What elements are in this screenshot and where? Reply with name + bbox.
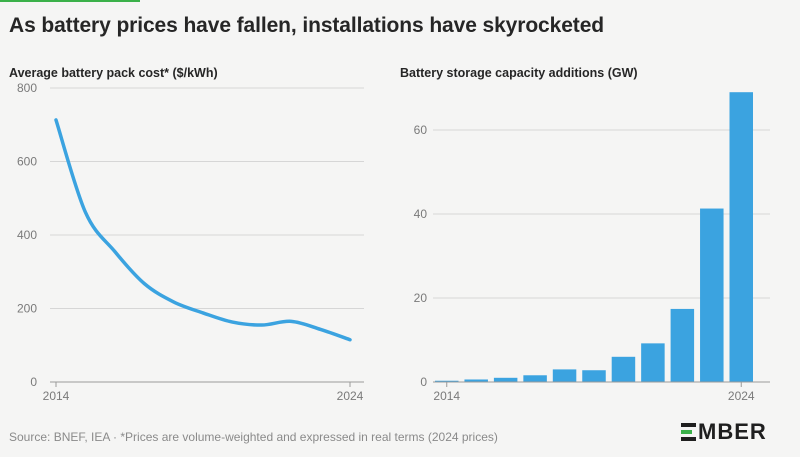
bar-2019 [582, 370, 606, 382]
y-tick-label: 40 [414, 207, 428, 221]
y-tick-label: 200 [17, 302, 37, 316]
bar-2023 [700, 208, 724, 382]
y-tick-label: 600 [17, 155, 37, 169]
battery-cost-line-chart: 0 200 400 600 800 2014 2024 [17, 81, 364, 403]
x-tick-label: 2014 [433, 389, 460, 403]
bar-chart-title: Battery storage capacity additions (GW) [400, 66, 638, 80]
bar-2016 [493, 377, 518, 382]
bar-2021 [641, 343, 665, 382]
bar-2014 [435, 380, 459, 382]
ember-logo: MBER [681, 419, 767, 445]
bar-2020 [611, 356, 636, 382]
storage-additions-bar-chart: 0 20 40 60 2014 2024 [414, 92, 770, 403]
y-tick-label: 400 [17, 228, 37, 242]
x-tick-label: 2014 [43, 389, 70, 403]
accent-bar [0, 0, 140, 2]
bar-2022 [670, 308, 695, 382]
x-tick-label: 2024 [728, 389, 755, 403]
bar-2015 [464, 379, 488, 382]
bar-2018 [552, 369, 577, 382]
logo-wordmark: MBER [698, 419, 767, 444]
y-tick-label: 60 [414, 123, 428, 137]
y-tick-label: 0 [30, 375, 37, 389]
bar-2017 [523, 375, 547, 382]
y-tick-label: 800 [17, 81, 37, 95]
page-title: As battery prices have fallen, installat… [9, 14, 604, 37]
source-footnote: Source: BNEF, IEA · *Prices are volume-w… [9, 430, 498, 444]
logo-e-mark [681, 423, 696, 441]
bar-2024 [729, 92, 753, 382]
y-tick-label: 0 [420, 375, 427, 389]
x-tick-label: 2024 [337, 389, 364, 403]
line-chart-title: Average battery pack cost* ($/kWh) [9, 66, 218, 80]
y-tick-label: 20 [414, 291, 428, 305]
